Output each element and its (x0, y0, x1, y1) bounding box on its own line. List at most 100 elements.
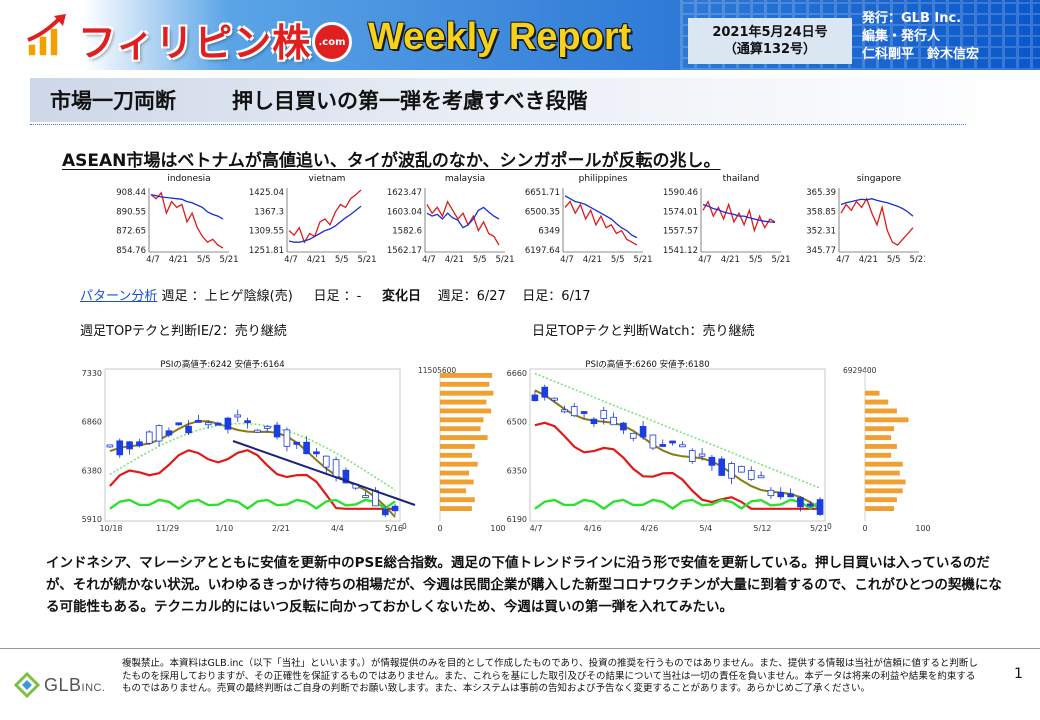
candle-body (797, 497, 804, 508)
price-volume-bar (865, 444, 897, 449)
mini-y-tick: 6500.35 (525, 207, 560, 217)
price-volume-bar (440, 497, 475, 503)
price-volume-bar (440, 417, 484, 423)
candle-body (757, 475, 765, 479)
histogram-min-label: 0 (862, 524, 867, 533)
candle-body (293, 441, 301, 445)
price-volume-bar (865, 390, 880, 396)
mini-series-red (702, 200, 776, 233)
mini-chart-singapore: singapore 365.39 358.85 352.31 345.774/7 4/21… (806, 174, 925, 265)
mini-x-tick: 4/7 (422, 255, 436, 265)
mini-x-tick: 4/21 (307, 255, 326, 265)
daily-pattern-value: ：- (343, 289, 362, 304)
mini-chart-title: philippines (579, 174, 628, 184)
price-volume-bar (440, 381, 490, 387)
candle-body (669, 440, 676, 444)
mini-x-tick: 5/21 (771, 255, 790, 265)
candle-body (195, 419, 202, 423)
candle-body (688, 450, 696, 462)
mini-y-tick: 1590.46 (663, 188, 698, 198)
candle-body (342, 469, 350, 484)
candle-body (165, 430, 173, 436)
weekly-candlestick-chart: PSIの高値予:6242 安値予:6164 7330 6860 6380 591010/… (82, 359, 506, 533)
candle-body (561, 409, 568, 413)
issue-date-box: 2021年5月24日号 （通算132号） (688, 18, 852, 64)
candle-body (787, 493, 794, 498)
publisher-line: 発行：GLB Inc. (862, 11, 962, 26)
price-volume-bar (440, 435, 488, 441)
footer-divider (0, 648, 1040, 649)
candle-body (629, 432, 637, 439)
long-term-trend-line (109, 422, 396, 491)
mini-y-tick: 1582.6 (392, 227, 422, 237)
price-x-tick: 5/21 (810, 524, 828, 533)
mini-y-tick: 908.44 (116, 188, 146, 198)
mini-y-tick: 1562.17 (387, 246, 422, 256)
price-y-tick: 6500 (507, 418, 527, 427)
daily-candlestick-chart: PSIの高値予:6260 安値予:6180 6660 6500 6350 61904/7… (507, 359, 931, 533)
mini-chart-title: singapore (857, 174, 902, 184)
candle-body (639, 426, 647, 438)
pattern-analysis-link[interactable]: パターン分析 (80, 289, 158, 304)
price-volume-bar (440, 452, 472, 458)
candle-body (155, 425, 163, 442)
price-y-tick: 6380 (82, 466, 102, 475)
histogram-max-label: 100 (915, 524, 930, 533)
mini-x-tick: 4/7 (560, 255, 574, 265)
mini-y-tick: 890.55 (116, 207, 146, 217)
article-headline: 押し目買いの第一弾を考慮すべき段階 (232, 89, 588, 113)
mini-chart-title: thailand (723, 174, 760, 184)
candle-body (322, 455, 330, 468)
price-volume-bar (865, 497, 897, 503)
candle-body (391, 505, 399, 512)
mini-y-tick: 854.76 (116, 246, 146, 256)
mini-series-blue (840, 198, 914, 217)
price-volume-bar (440, 444, 475, 449)
psi-forecast-label: PSIの高値予:6242 安値予:6164 (160, 359, 284, 370)
price-x-tick: 1/10 (215, 524, 233, 533)
change-day-daily: 日足：6/17 (522, 289, 591, 304)
mini-y-tick: 1603.04 (387, 207, 422, 217)
glb-logo: GLBINC. (14, 672, 106, 698)
price-x-tick: 11/29 (156, 524, 179, 533)
candle-body (620, 422, 627, 431)
price-volume-bar (440, 488, 467, 494)
candle-body (600, 410, 608, 419)
mini-x-tick: 5/5 (887, 255, 901, 265)
candle-body (767, 489, 775, 497)
mini-y-tick: 358.85 (806, 207, 836, 217)
price-volume-bar (440, 470, 469, 476)
histogram-min-label: 0 (437, 524, 442, 533)
candle-body (145, 431, 153, 444)
candle-body (362, 495, 369, 498)
price-x-tick: 4/4 (331, 524, 344, 533)
glb-company-name: GLBINC. (44, 674, 106, 695)
price-volume-bar (440, 390, 494, 396)
mini-x-tick: 4/7 (146, 255, 160, 265)
support-band-line (109, 449, 396, 510)
candle-body (372, 490, 379, 507)
candle-body (816, 499, 824, 515)
candle-body (116, 440, 124, 456)
mini-x-tick: 4/7 (836, 255, 850, 265)
mini-chart-thailand: thailand 1590.46 1574.01 1557.57 1541.124/7 4… (663, 174, 791, 265)
mini-y-tick: 872.65 (116, 227, 146, 237)
pattern-analysis-line: パターン分析 週足 ：上ヒゲ陰線(売) 日足 ：- 変化日 週足：6/27 日足… (80, 285, 591, 304)
volume-bottom-label: 0 (402, 522, 407, 531)
mini-y-tick: 1251.81 (249, 246, 284, 256)
mini-series-blue (150, 193, 224, 220)
mini-series-blue (564, 195, 638, 239)
candle-body (175, 422, 183, 426)
price-y-tick: 6350 (507, 466, 527, 475)
mini-y-tick: 1541.12 (663, 246, 698, 256)
candle-body (708, 456, 716, 466)
section-title: 市場一刀両断 (50, 89, 176, 113)
change-day-label: 変化日 (382, 289, 422, 304)
price-volume-bar (865, 470, 900, 476)
price-x-tick: 4/7 (530, 524, 543, 533)
mini-y-tick: 365.39 (806, 188, 836, 198)
article-subtitle: ASEAN市場はベトナムが高値追い、タイが波乱のなか、シンガポールが反転の兆し。 (62, 151, 721, 171)
mini-chart-title: malaysia (445, 174, 485, 184)
mini-x-tick: 4/21 (583, 255, 602, 265)
page-number: 1 (1014, 666, 1023, 682)
